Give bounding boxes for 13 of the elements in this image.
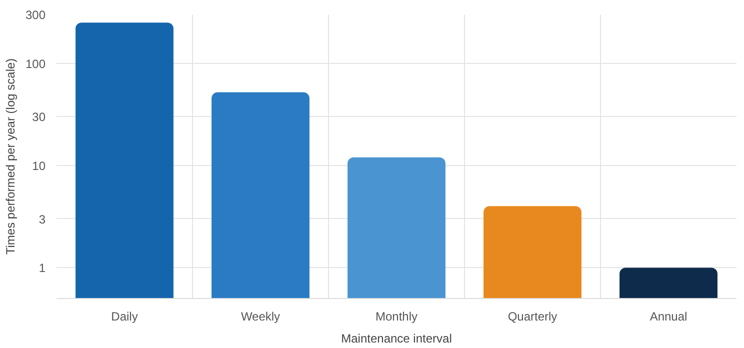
y-tick-label: 100 bbox=[25, 56, 46, 71]
y-axis-title: Times performed per year (log scale) bbox=[3, 58, 18, 255]
y-tick-label: 10 bbox=[32, 159, 46, 173]
x-tick-label: Daily bbox=[111, 310, 138, 324]
y-tick-label: 1 bbox=[38, 261, 46, 276]
x-tick-label: Quarterly bbox=[508, 310, 558, 324]
x-axis-title: Maintenance interval bbox=[341, 332, 452, 346]
x-tick-label: Annual bbox=[650, 310, 688, 324]
y-tick-label: 30 bbox=[32, 110, 46, 124]
x-tick-label: Monthly bbox=[375, 310, 418, 324]
x-tick-label: Weekly bbox=[240, 310, 280, 324]
y-tick-label: 3 bbox=[38, 212, 46, 226]
y-tick-label: 300 bbox=[25, 8, 46, 22]
